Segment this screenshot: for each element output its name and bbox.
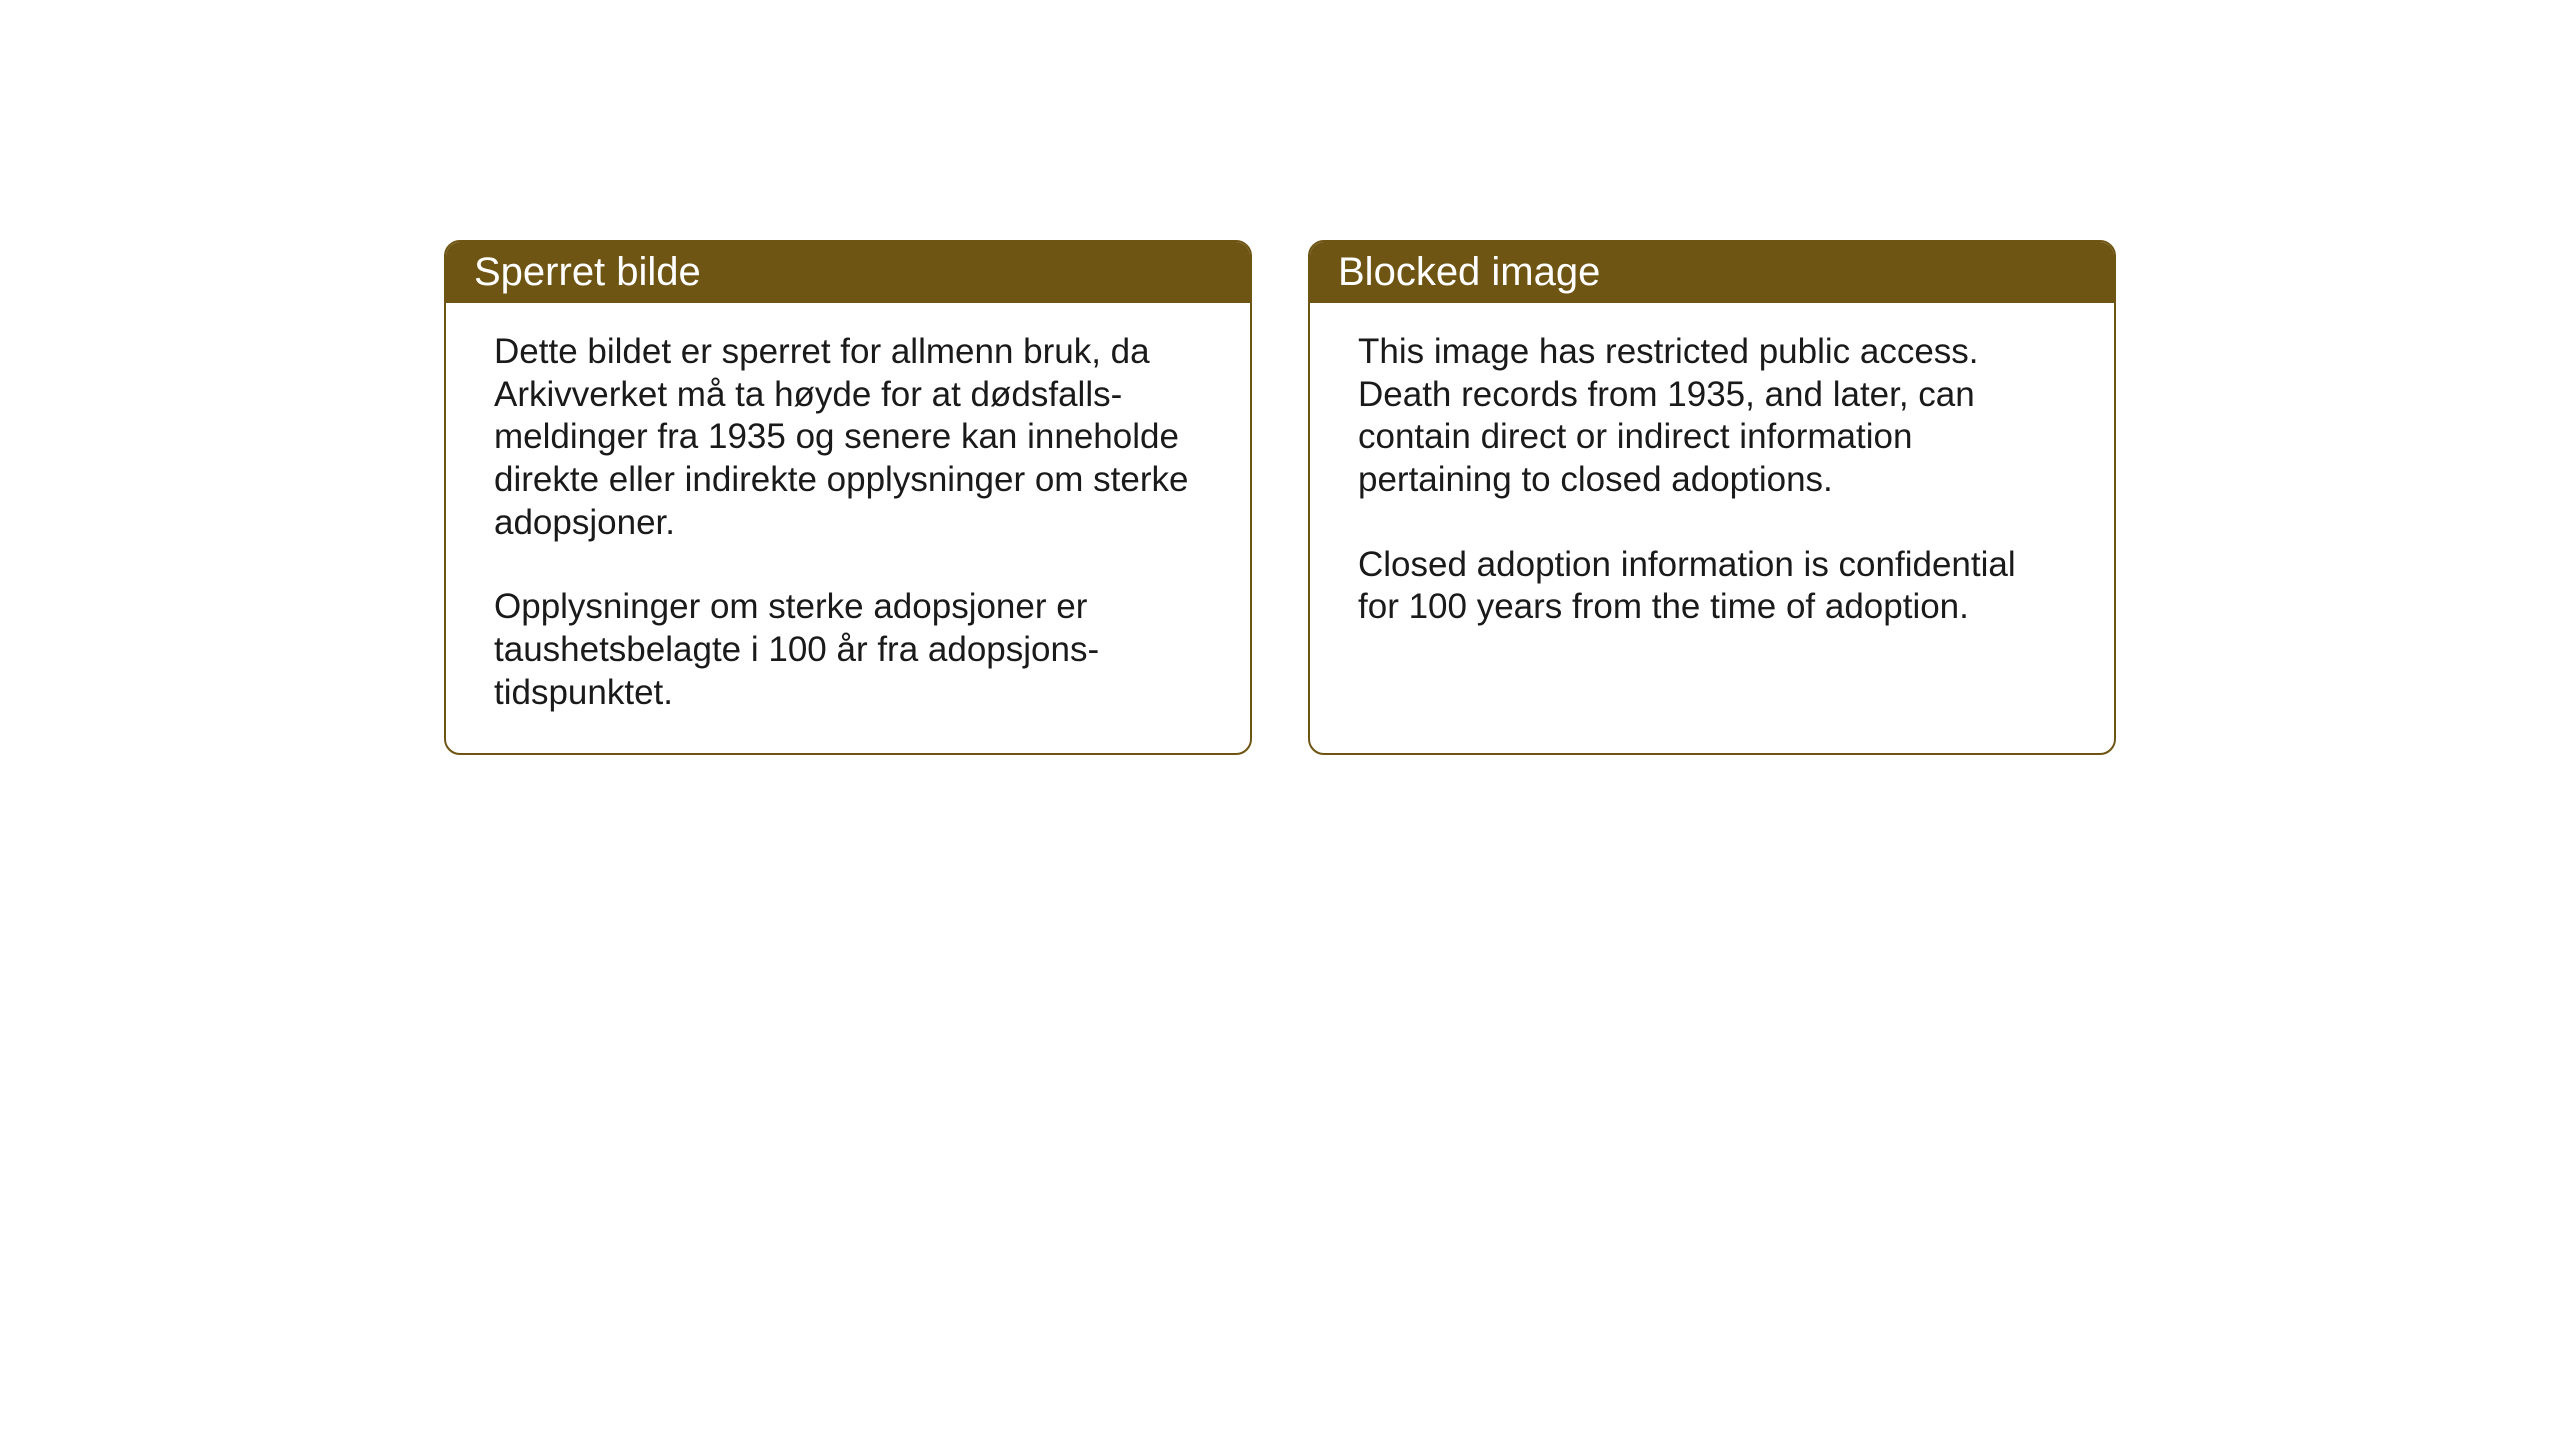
card-header-norwegian: Sperret bilde: [446, 242, 1250, 303]
notice-container: Sperret bilde Dette bildet er sperret fo…: [444, 240, 2116, 755]
card-title-norwegian: Sperret bilde: [474, 250, 701, 294]
card-english: Blocked image This image has restricted …: [1308, 240, 2116, 755]
card-header-english: Blocked image: [1310, 242, 2114, 303]
card-paragraph-2-english: Closed adoption information is confident…: [1358, 544, 2066, 629]
card-title-english: Blocked image: [1338, 250, 1600, 294]
card-paragraph-2-norwegian: Opplysninger om sterke adopsjoner er tau…: [494, 586, 1202, 714]
card-body-english: This image has restricted public access.…: [1310, 303, 2114, 743]
card-body-norwegian: Dette bildet er sperret for allmenn bruk…: [446, 303, 1250, 753]
card-paragraph-1-norwegian: Dette bildet er sperret for allmenn bruk…: [494, 331, 1202, 544]
card-norwegian: Sperret bilde Dette bildet er sperret fo…: [444, 240, 1252, 755]
card-paragraph-1-english: This image has restricted public access.…: [1358, 331, 2066, 502]
